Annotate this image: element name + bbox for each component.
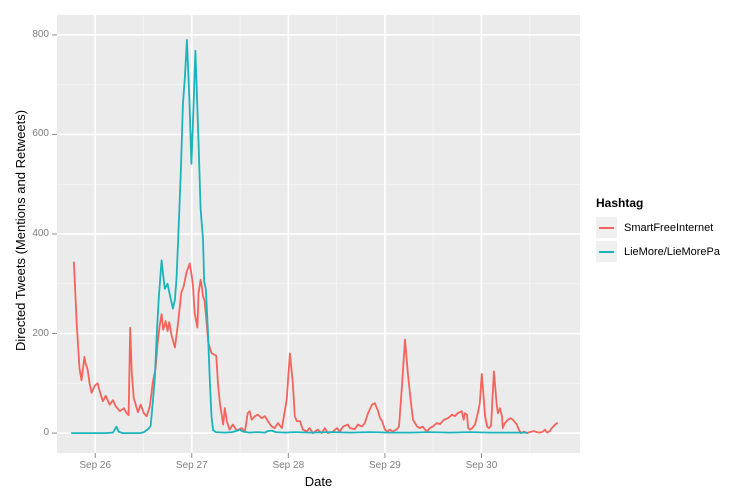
y-tick-label: 0 bbox=[43, 427, 49, 439]
legend-label: SmartFreeInternet bbox=[624, 221, 714, 234]
legend-label: LieMore/LieMorePa bbox=[624, 245, 720, 258]
legend-entry-smartfreeinternet: SmartFreeInternet bbox=[596, 217, 720, 238]
legend-title: Hashtag bbox=[596, 196, 644, 210]
legend-key-box bbox=[596, 241, 617, 262]
x-tick-label: Sep 26 bbox=[79, 460, 112, 471]
x-tick-label: Sep 27 bbox=[175, 460, 208, 471]
series-line-swatch-teal bbox=[599, 250, 614, 253]
x-tick-label: Sep 28 bbox=[272, 460, 305, 471]
series-line-liemore-liemorepa bbox=[71, 39, 528, 434]
legend-key-box bbox=[596, 217, 617, 238]
series-line-swatch-red bbox=[599, 226, 614, 229]
y-tick-label: 400 bbox=[32, 228, 49, 239]
legend-entry-liemore: LieMore/LieMorePa bbox=[596, 241, 720, 262]
x-axis-title: Date bbox=[304, 474, 333, 489]
legend: Hashtag SmartFreeInternet LieMore/LieMor… bbox=[596, 196, 720, 265]
y-tick-label: 800 bbox=[32, 28, 49, 40]
y-tick-label: 600 bbox=[32, 128, 49, 140]
series-line-smartfreeinternet bbox=[73, 261, 558, 434]
y-tick-label: 200 bbox=[32, 327, 49, 339]
x-tick-label: Sep 29 bbox=[369, 460, 401, 471]
x-tick-label: Sep 30 bbox=[465, 460, 498, 471]
